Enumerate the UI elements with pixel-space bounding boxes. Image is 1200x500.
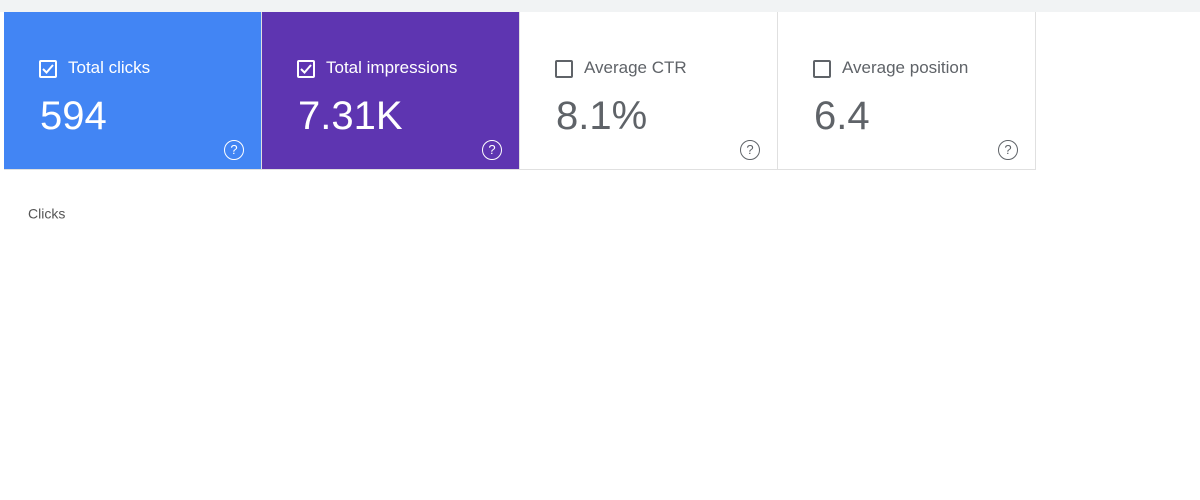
check-mark (300, 64, 312, 74)
metric-card[interactable]: Average position 6.4? (778, 12, 1036, 170)
help-icon[interactable]: ? (998, 140, 1018, 160)
metric-label: Average CTR (584, 58, 687, 77)
metric-value: 6.4 (814, 94, 870, 138)
help-icon[interactable]: ? (482, 140, 502, 160)
checkbox[interactable] (555, 60, 573, 78)
metric-value: 8.1% (556, 94, 648, 138)
checkbox[interactable] (297, 60, 315, 78)
check-mark: 04080120 (42, 64, 54, 74)
help-glyph: ? (230, 142, 238, 157)
help-glyph: ? (1004, 142, 1012, 157)
metric-label: Average position (842, 58, 969, 77)
metric-label: Total impressions (326, 58, 458, 77)
metric-card[interactable]: Average CTR 8.1%? (520, 12, 778, 170)
metric-value: 594 (40, 94, 107, 138)
metric-card[interactable]: 04080120 Total clicks 594? (4, 12, 262, 170)
help-icon[interactable]: ? (740, 140, 760, 160)
checkbox[interactable] (813, 60, 831, 78)
y-axis-label: Clicks (28, 206, 65, 222)
help-glyph: ? (488, 142, 496, 157)
metric-value: 7.31K (298, 94, 403, 138)
top-strip (0, 0, 1200, 12)
metric-card[interactable]: Total impressions 7.31K? (262, 12, 520, 170)
help-icon[interactable]: ? (224, 140, 244, 160)
metric-label: Total clicks (68, 58, 151, 77)
chart: Clicks (28, 206, 65, 222)
checkbox[interactable]: 04080120 (39, 60, 57, 78)
help-glyph: ? (746, 142, 754, 157)
